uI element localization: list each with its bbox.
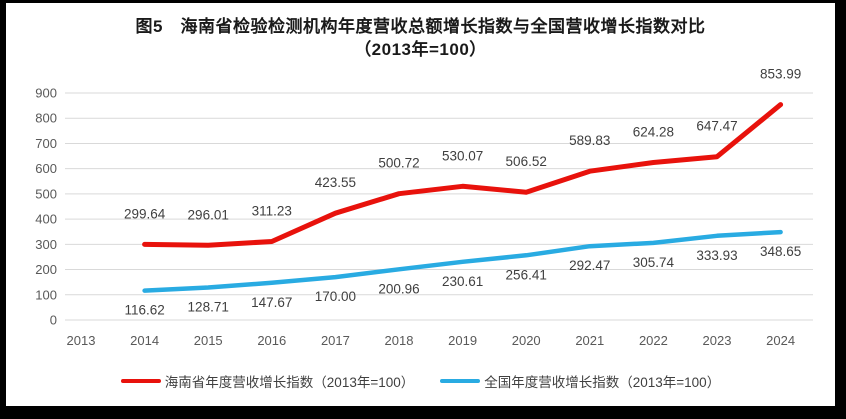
data-point-label: 147.67 bbox=[251, 295, 292, 310]
y-axis-tick-label: 900 bbox=[35, 86, 57, 101]
y-axis-tick-label: 400 bbox=[35, 212, 57, 227]
data-point-label: 200.96 bbox=[378, 281, 419, 296]
y-axis-tick-label: 300 bbox=[35, 237, 57, 252]
y-axis-tick-label: 0 bbox=[50, 313, 57, 328]
x-axis-tick-label: 2018 bbox=[385, 333, 414, 348]
data-point-label: 333.93 bbox=[696, 248, 737, 263]
data-point-label: 506.52 bbox=[506, 154, 547, 169]
data-point-label: 624.28 bbox=[633, 125, 674, 140]
y-axis-tick-label: 600 bbox=[35, 161, 57, 176]
y-axis-tick-label: 100 bbox=[35, 287, 57, 302]
legend-label-hainan: 海南省年度营收增长指数（2013年=100） bbox=[164, 375, 415, 390]
x-axis-tick-label: 2023 bbox=[703, 333, 732, 348]
series-line bbox=[142, 102, 784, 248]
data-point-label: 116.62 bbox=[124, 303, 164, 318]
x-axis-tick-label: 2020 bbox=[512, 333, 541, 348]
x-axis-tick-label: 2019 bbox=[448, 333, 477, 348]
data-point-label: 530.07 bbox=[442, 148, 483, 163]
data-point-label: 423.55 bbox=[315, 175, 356, 190]
data-point-label: 299.64 bbox=[124, 206, 166, 221]
y-axis-tick-label: 700 bbox=[35, 136, 57, 151]
chart-title-line1: 图5 海南省检验检测机构年度营收总额增长指数与全国营收增长指数对比 bbox=[135, 17, 706, 36]
x-axis-tick-label: 2016 bbox=[257, 333, 286, 348]
x-axis-tick-label: 2013 bbox=[67, 333, 96, 348]
data-point-label: 230.61 bbox=[442, 274, 483, 289]
data-point-label: 647.47 bbox=[696, 119, 737, 134]
line-chart-plot: 0 100 200 300 400 500 600 700 800 900 2013 2014 2015… bbox=[35, 67, 813, 348]
data-point-label: 296.01 bbox=[188, 207, 229, 222]
legend-item-national: 全国年度营收增长指数（2013年=100） bbox=[440, 371, 720, 391]
data-point-label: 128.71 bbox=[188, 300, 229, 315]
x-axis-tick-label: 2015 bbox=[194, 333, 223, 348]
legend-label-national: 全国年度营收增长指数（2013年=100） bbox=[484, 375, 721, 390]
data-point-label: 500.72 bbox=[378, 156, 419, 171]
data-point-label: 292.47 bbox=[569, 258, 610, 273]
series-line bbox=[142, 229, 783, 293]
data-point-label: 348.65 bbox=[760, 244, 801, 259]
chart-title-line2: （2013年=100） bbox=[354, 40, 487, 59]
y-axis-tick-label: 800 bbox=[35, 111, 57, 126]
data-point-label: 170.00 bbox=[315, 289, 356, 304]
x-axis-tick-label: 2021 bbox=[575, 333, 604, 348]
data-point-label: 589.83 bbox=[569, 133, 610, 148]
x-axis-tick-label: 2014 bbox=[130, 333, 159, 348]
x-axis-tick-label: 2017 bbox=[321, 333, 350, 348]
data-point-label: 311.23 bbox=[252, 204, 292, 219]
chart-canvas: 图5 海南省检验检测机构年度营收总额增长指数与全国营收增长指数对比 （2013年… bbox=[6, 3, 835, 406]
legend-item-hainan: 海南省年度营收增长指数（2013年=100） bbox=[120, 371, 415, 391]
y-axis-tick-label: 200 bbox=[35, 262, 57, 277]
y-axis-tick-label: 500 bbox=[35, 186, 57, 201]
legend-line-swatch-blue bbox=[440, 379, 481, 383]
data-point-label: 305.74 bbox=[633, 255, 675, 270]
data-point-label: 256.41 bbox=[506, 267, 547, 282]
x-axis-tick-label: 2022 bbox=[639, 333, 668, 348]
legend-line-swatch-red bbox=[120, 379, 161, 383]
chart-title: 图5 海南省检验检测机构年度营收总额增长指数与全国营收增长指数对比 （2013年… bbox=[6, 15, 835, 61]
legend: 海南省年度营收增长指数（2013年=100） 全国年度营收增长指数（2013年=… bbox=[6, 371, 835, 391]
x-axis-tick-label: 2024 bbox=[766, 333, 795, 348]
data-point-label: 853.99 bbox=[760, 67, 801, 82]
